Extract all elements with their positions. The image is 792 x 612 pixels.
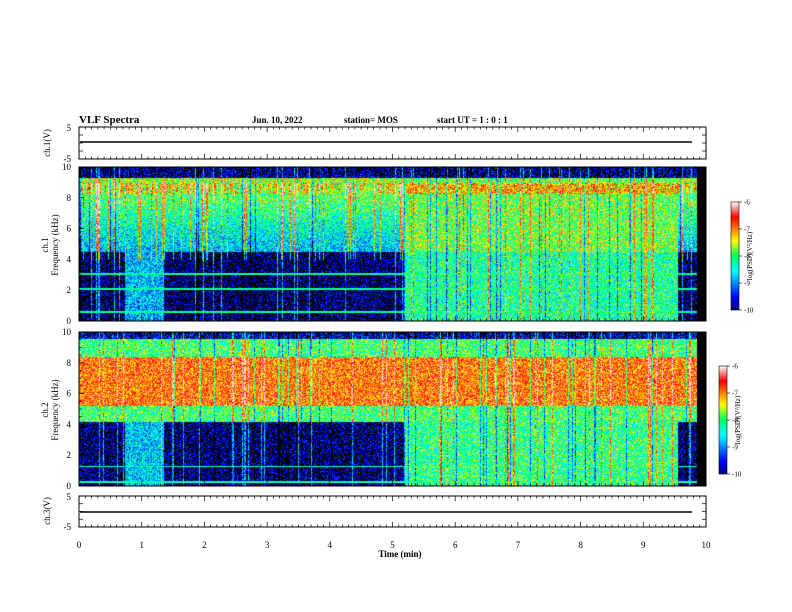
time-tick-label: 9 xyxy=(641,540,646,550)
colorbar-tick-label: -9 xyxy=(744,280,750,288)
ch2-spectrogram-image xyxy=(79,332,706,486)
freq-tick-label: 2 xyxy=(67,285,72,295)
ch1-ytick-top: 5 xyxy=(67,123,72,133)
freq-tick-label: 0 xyxy=(67,316,72,326)
ch1-colorbar: -6 -7 -8 -9 -10 log(PSD)(V²/Hz) xyxy=(730,199,754,315)
freq-tick-label: 10 xyxy=(62,327,72,337)
freq-tick-label: 4 xyxy=(67,254,72,264)
colorbar-tick-label: -10 xyxy=(732,471,742,479)
colorbar-tick-label: -7 xyxy=(744,226,750,234)
ch2-colorbar-ticks: -6 -7 -8 -9 -10 xyxy=(727,363,742,479)
time-axis-tick-labels: 0 1 2 3 4 5 6 7 8 9 10 xyxy=(77,540,711,550)
ch3-waveform-ticks xyxy=(78,495,707,528)
ch2-freq-tick-labels: 0 2 4 6 8 10 xyxy=(62,327,72,491)
ch1-waveform-ticks xyxy=(78,126,707,160)
colorbar-tick-label: -9 xyxy=(732,444,738,452)
colorbar-tick-label: -8 xyxy=(732,417,738,425)
ch1-colorbar-ticks: -6 -7 -8 -9 -10 xyxy=(739,199,754,315)
time-tick-label: 8 xyxy=(578,540,583,550)
ch2-spectrogram-ticks xyxy=(78,331,707,487)
ch1-spectrogram-image xyxy=(79,167,706,321)
ch1-ytick-bottom: -5 xyxy=(64,154,72,164)
colorbar-tick-label: -10 xyxy=(744,307,754,315)
time-tick-label: 6 xyxy=(453,540,458,550)
freq-tick-label: 2 xyxy=(67,450,72,460)
colorbar-tick-label: -8 xyxy=(744,253,750,261)
colorbar-tick-label: -6 xyxy=(744,199,750,207)
time-tick-label: 5 xyxy=(390,540,395,550)
ch1-frequency-label: Frequency (kHz) xyxy=(50,214,60,275)
station-label: station= MOS xyxy=(344,115,398,125)
figure-title: VLF Spectra xyxy=(79,114,140,126)
time-tick-label: 4 xyxy=(328,540,333,550)
ch1-waveform-panel: 5 -5 ch.1(V) xyxy=(42,123,707,164)
freq-tick-label: 8 xyxy=(67,358,72,368)
colorbar-tick-label: -7 xyxy=(732,390,738,398)
ch2-frequency-label: Frequency (kHz) xyxy=(50,379,60,440)
ch2-colorbar-gradient xyxy=(718,365,728,475)
colorbar-tick-label: -6 xyxy=(732,363,738,371)
time-tick-label: 2 xyxy=(202,540,207,550)
ch2-spectrogram-panel: 0 2 4 6 8 10 ch.2 Frequency (kHz) xyxy=(40,327,707,491)
time-tick-label: 10 xyxy=(702,540,712,550)
ch1-freq-tick-labels: 0 2 4 6 8 10 xyxy=(62,162,72,326)
ch3-ytick-bottom: -5 xyxy=(64,522,72,532)
ch2-colorbar-label: log(PSD)(V²/Hz) xyxy=(734,395,742,444)
ch2-colorbar: -6 -7 -8 -9 -10 log(PSD)(V²/Hz) xyxy=(718,363,742,479)
freq-tick-label: 10 xyxy=(62,162,72,172)
ch1-spectrogram-ticks xyxy=(78,166,707,322)
freq-tick-label: 6 xyxy=(67,389,72,399)
ch3-ytick-top: 5 xyxy=(67,492,72,502)
time-tick-label: 0 xyxy=(77,540,82,550)
freq-tick-label: 0 xyxy=(67,481,72,491)
ch1-spectrogram-panel: 0 2 4 6 8 10 ch.1 Frequency (kHz) xyxy=(40,162,707,326)
ch1-channel-label: ch.1 xyxy=(40,237,50,252)
ch3-waveform-panel: 5 -5 ch.3(V) xyxy=(42,492,707,532)
date-label: Jun. 10, 2022 xyxy=(252,115,303,125)
start-time-label: start UT = 1 : 0 : 1 xyxy=(437,115,508,125)
ch1-colorbar-label: log(PSD)(V²/Hz) xyxy=(746,231,754,280)
ch1-waveform-ylabel: ch.1(V) xyxy=(42,129,52,157)
time-axis-label: Time (min) xyxy=(378,549,421,559)
freq-tick-label: 4 xyxy=(67,419,72,429)
ch2-channel-label: ch.2 xyxy=(40,402,50,417)
time-tick-label: 7 xyxy=(516,540,521,550)
ch3-waveform-ylabel: ch.3(V) xyxy=(42,497,52,525)
freq-tick-label: 6 xyxy=(67,224,72,234)
ch1-colorbar-gradient xyxy=(730,201,740,311)
freq-tick-label: 8 xyxy=(67,193,72,203)
time-tick-label: 1 xyxy=(139,540,144,550)
time-tick-label: 3 xyxy=(265,540,270,550)
